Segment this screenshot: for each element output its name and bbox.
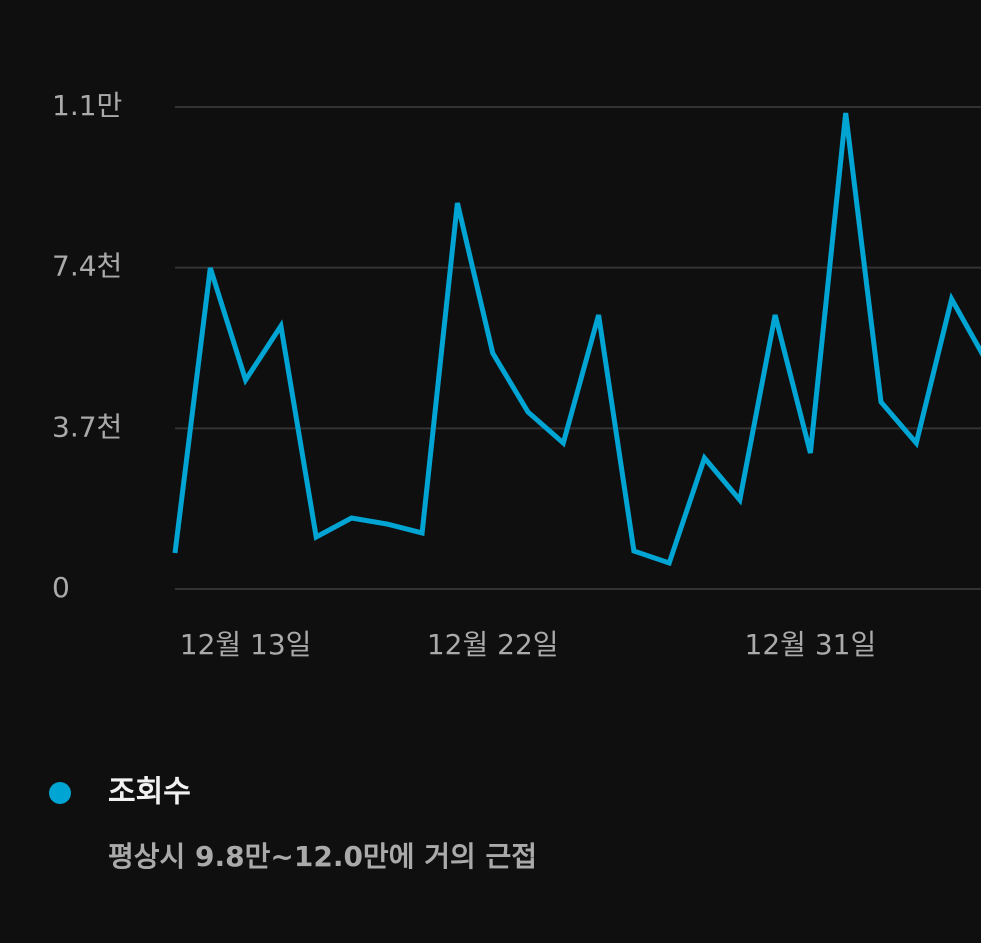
x-tick-label: 12월 22일 xyxy=(427,628,559,661)
legend-dot xyxy=(49,782,71,804)
y-tick-label: 0 xyxy=(52,571,70,604)
y-tick-label: 3.7천 xyxy=(52,410,122,443)
y-tick-label: 7.4천 xyxy=(52,250,122,283)
x-tick-label: 12월 31일 xyxy=(745,628,877,661)
y-tick-label: 1.1만 xyxy=(52,89,122,122)
legend-note: 평상시 9.8만~12.0만에 거의 근접 xyxy=(108,840,537,873)
plot-area xyxy=(172,112,981,567)
x-tick-label: 12월 13일 xyxy=(180,628,312,661)
legend-label: 조회수 xyxy=(108,775,191,810)
line xyxy=(172,112,981,567)
